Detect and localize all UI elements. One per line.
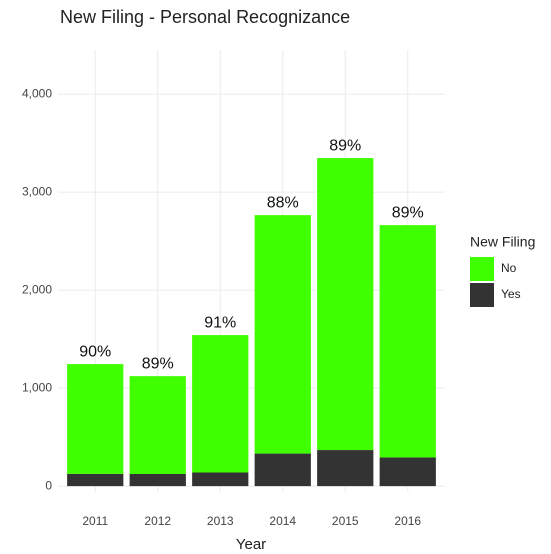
x-tick-label: 2013 xyxy=(207,514,234,528)
y-tick-label: 2,000 xyxy=(22,282,52,296)
percent-label: 91% xyxy=(204,314,236,331)
legend-label: No xyxy=(501,261,517,275)
percent-label: 90% xyxy=(79,343,111,360)
bar-segment xyxy=(67,364,124,474)
bar-segment xyxy=(192,335,249,473)
y-tick-label: 3,000 xyxy=(22,184,52,198)
legend-swatch xyxy=(470,257,494,281)
legend-label: Yes xyxy=(501,287,521,301)
bar-segment xyxy=(129,473,186,487)
y-tick-label: 0 xyxy=(45,478,52,492)
percent-label: 89% xyxy=(329,137,361,154)
x-tick-label: 2015 xyxy=(332,514,359,528)
bar-segment xyxy=(129,376,186,474)
bar-segment xyxy=(67,473,124,487)
chart-title: New Filing - Personal Recognizance xyxy=(60,7,350,27)
bar-segment xyxy=(254,215,311,454)
percent-label: 88% xyxy=(267,194,299,211)
bar-segment xyxy=(317,158,374,451)
x-tick-label: 2012 xyxy=(144,514,171,528)
x-tick-label: 2014 xyxy=(269,514,296,528)
bar-segment xyxy=(379,457,436,487)
bar-segment xyxy=(317,450,374,487)
percent-label: 89% xyxy=(142,355,174,372)
legend-title: New Filing xyxy=(470,234,535,250)
x-axis-label: Year xyxy=(236,536,266,553)
bar-segment xyxy=(192,472,249,487)
bar-segment xyxy=(254,453,311,487)
x-tick-label: 2016 xyxy=(394,514,421,528)
y-tick-label: 4,000 xyxy=(22,86,52,100)
bar-segment xyxy=(379,225,436,458)
legend-swatch xyxy=(470,283,494,307)
y-tick-label: 1,000 xyxy=(22,380,52,394)
percent-label: 89% xyxy=(392,204,424,221)
x-tick-label: 2011 xyxy=(82,514,108,528)
